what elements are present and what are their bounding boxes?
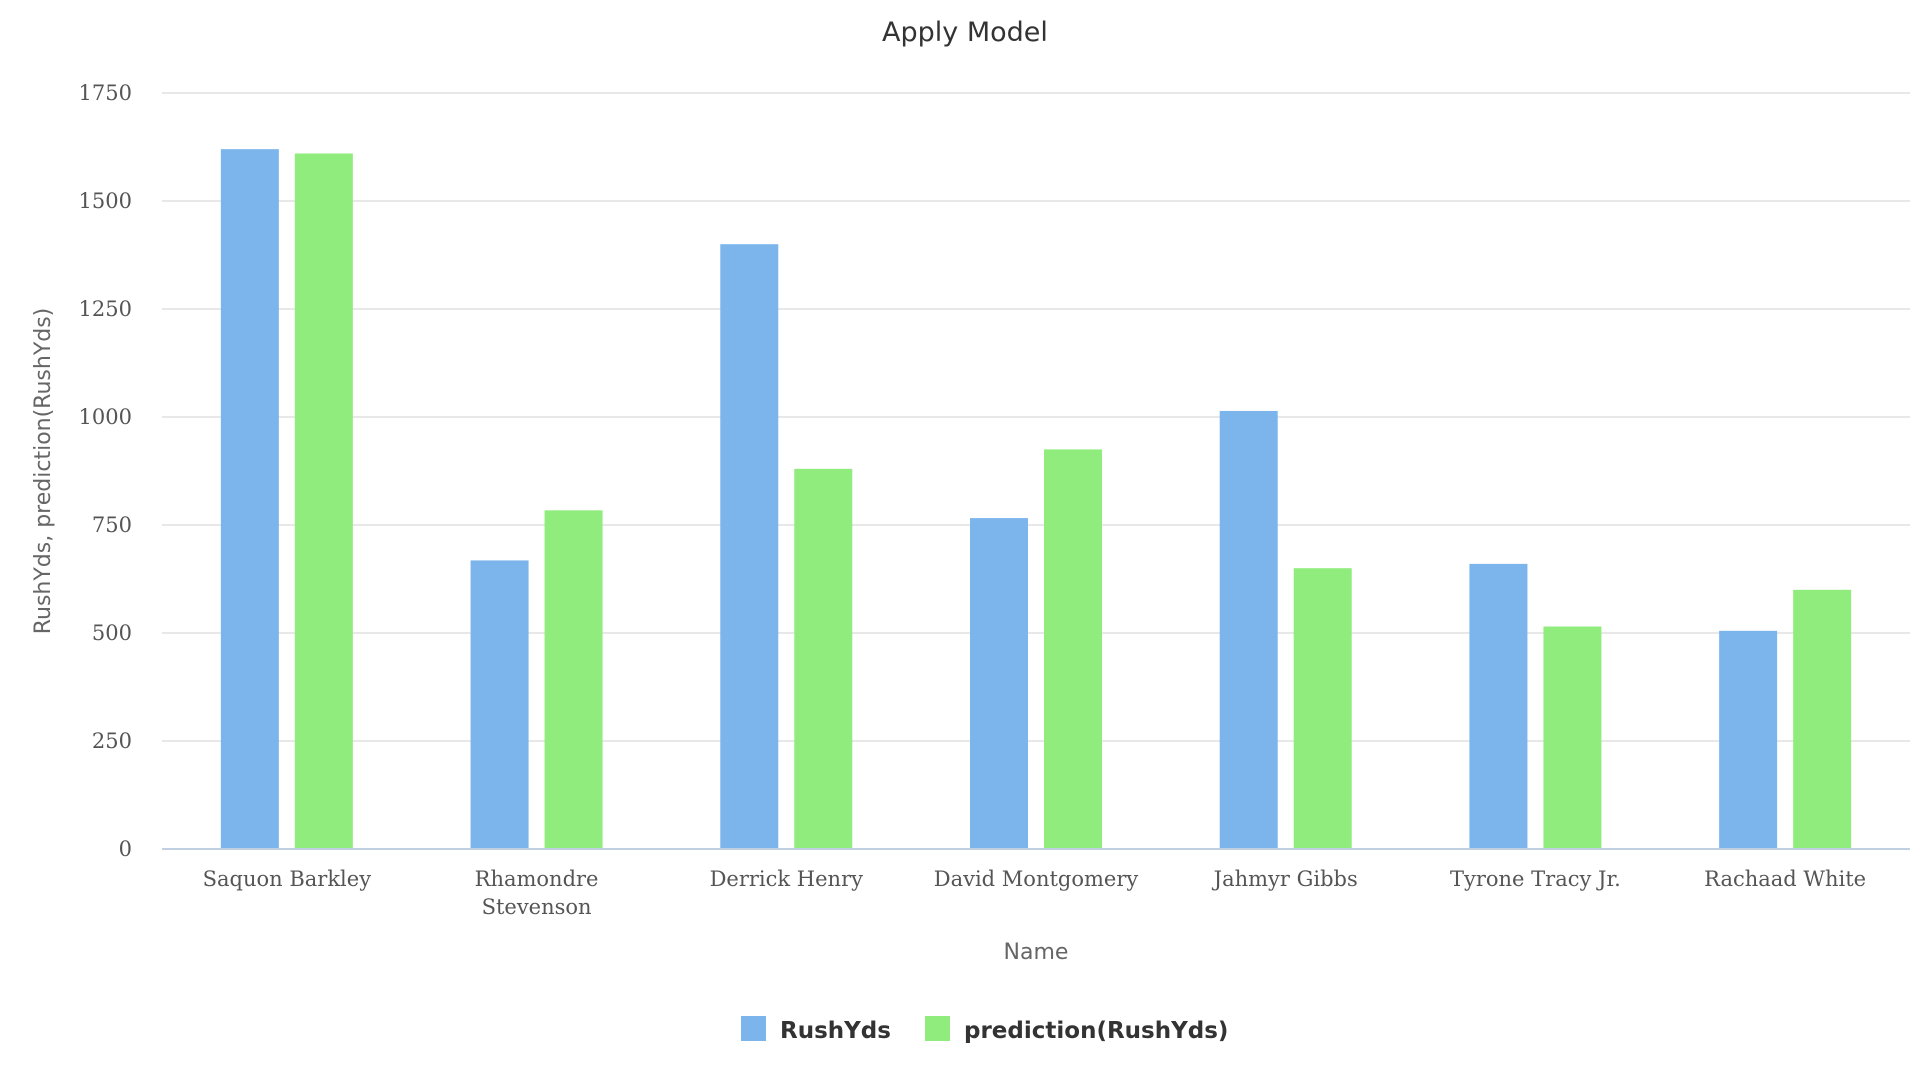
bars	[220, 149, 1852, 850]
bar-prediction[interactable]	[1793, 589, 1852, 849]
legend-swatch	[925, 1016, 950, 1041]
legend-swatch	[741, 1016, 766, 1041]
x-tick-label: Jahmyr Gibbs	[1212, 867, 1358, 891]
x-tick-label: Rhamondre Stevenson	[475, 867, 599, 919]
y-axis-title: RushYds, prediction(RushYds)	[31, 308, 56, 635]
bar-prediction[interactable]	[1044, 449, 1102, 849]
bar-prediction[interactable]	[1543, 626, 1602, 849]
bar-rushyds[interactable]	[1469, 563, 1528, 849]
bar-prediction[interactable]	[544, 510, 603, 849]
gridlines	[162, 92, 1910, 742]
y-axis-ticks: 0 250 500 750 1000 1250 1500 1750	[79, 81, 132, 861]
legend-item-rushyds[interactable]: RushYds	[741, 1016, 891, 1044]
x-axis-title: Name	[1004, 940, 1069, 965]
bar-rushyds[interactable]	[1219, 410, 1278, 849]
legend-label[interactable]: prediction(RushYds)	[964, 1018, 1228, 1044]
legend-label[interactable]: RushYds	[780, 1018, 891, 1044]
x-tick-label: Tyrone Tracy Jr.	[1450, 867, 1621, 891]
y-tick-label: 750	[92, 513, 132, 537]
y-tick-label: 1500	[79, 189, 132, 213]
bar-rushyds[interactable]	[970, 518, 1028, 849]
y-tick-label: 1000	[79, 405, 132, 429]
y-tick-label: 1750	[79, 81, 132, 105]
bar-prediction[interactable]	[1293, 568, 1352, 849]
bar-rushyds[interactable]	[720, 244, 779, 849]
legend: RushYds prediction(RushYds)	[741, 1016, 1228, 1044]
bar-prediction[interactable]	[794, 468, 853, 849]
y-tick-label: 0	[119, 837, 132, 861]
legend-item-prediction[interactable]: prediction(RushYds)	[925, 1016, 1228, 1044]
y-tick-label: 500	[92, 621, 132, 645]
x-axis-labels: Saquon Barkley Rhamondre Stevenson Derrick …	[203, 867, 1866, 919]
x-tick-label: Rachaad White	[1704, 867, 1866, 891]
bar-rushyds[interactable]	[220, 149, 279, 849]
x-tick-label: Derrick Henry	[710, 867, 864, 891]
x-tick-label: David Montgomery	[934, 867, 1139, 891]
y-tick-label: 250	[92, 729, 132, 753]
bar-rushyds[interactable]	[1719, 630, 1778, 849]
y-tick-label: 1250	[79, 297, 132, 321]
chart-title: Apply Model	[882, 17, 1048, 48]
x-tick-label: Saquon Barkley	[203, 867, 372, 891]
bar-rushyds[interactable]	[470, 560, 529, 849]
bar-prediction[interactable]	[294, 153, 353, 850]
